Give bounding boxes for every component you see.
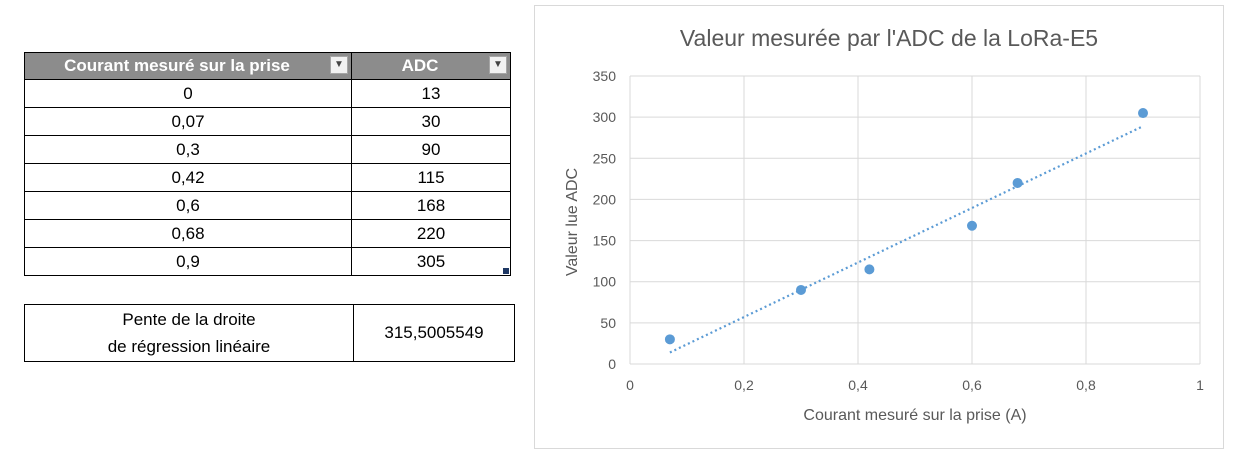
cell-adc[interactable]: 220	[351, 219, 511, 248]
y-tick-label: 150	[593, 233, 617, 249]
cell-courant[interactable]: 0,9	[24, 247, 352, 276]
table-row: 0,68 220	[24, 219, 511, 248]
cell-adc[interactable]: 30	[351, 107, 511, 136]
header-adc-label: ADC	[401, 56, 439, 75]
x-tick-label: 0,6	[962, 377, 982, 393]
header-adc: ADC ▼	[351, 52, 511, 80]
y-tick-label: 350	[593, 68, 617, 84]
cell-courant[interactable]: 0,3	[24, 135, 352, 164]
table-row: 0,42 115	[24, 163, 511, 192]
cell-adc[interactable]: 115	[351, 163, 511, 192]
cell-courant[interactable]: 0,6	[24, 191, 352, 220]
table-resize-handle[interactable]	[503, 268, 509, 274]
measurement-table: Courant mesuré sur la prise ▼ ADC ▼ 0 13 …	[24, 52, 511, 276]
data-point[interactable]	[796, 284, 806, 295]
cell-adc[interactable]: 90	[351, 135, 511, 164]
cell-adc[interactable]: 168	[351, 191, 511, 220]
table-row: 0,3 90	[24, 135, 511, 164]
data-point[interactable]	[1012, 177, 1023, 188]
y-tick-label: 100	[593, 274, 617, 290]
filter-dropdown-icon[interactable]: ▼	[330, 56, 348, 74]
slope-box: Pente de la droite de régression linéair…	[24, 304, 515, 362]
table-row: 0,07 30	[24, 107, 511, 136]
y-tick-label: 300	[593, 109, 617, 125]
y-tick-label: 200	[593, 191, 617, 207]
chart-title: Valeur mesurée par l'ADC de la LoRa-E5	[680, 25, 1098, 51]
gridlines	[629, 75, 1201, 365]
x-tick-label: 0,4	[848, 377, 868, 393]
data-point[interactable]	[1138, 108, 1148, 119]
y-tick-labels: 0 50 100 150 200 250 300 350	[593, 68, 617, 372]
slope-value[interactable]: 315,5005549	[353, 304, 515, 362]
y-tick-label: 250	[593, 150, 617, 166]
data-points	[664, 108, 1148, 345]
data-point[interactable]	[967, 220, 977, 231]
header-courant-label: Courant mesuré sur la prise	[64, 56, 290, 75]
slope-label[interactable]: Pente de la droite de régression linéair…	[24, 304, 354, 362]
data-point[interactable]	[664, 334, 675, 345]
cell-adc[interactable]: 13	[351, 79, 511, 108]
cell-adc[interactable]: 305	[351, 247, 511, 276]
table-row: 0,6 168	[24, 191, 511, 220]
filter-dropdown-icon[interactable]: ▼	[489, 56, 507, 74]
data-point[interactable]	[864, 264, 875, 275]
table-row: 0 13	[24, 79, 511, 108]
header-courant: Courant mesuré sur la prise ▼	[24, 52, 352, 80]
chart-area[interactable]: Valeur mesurée par l'ADC de la LoRa-E5 0…	[534, 5, 1224, 449]
scatter-chart: Valeur mesurée par l'ADC de la LoRa-E5 0…	[564, 25, 1204, 424]
table-header-row: Courant mesuré sur la prise ▼ ADC ▼	[24, 52, 511, 80]
x-tick-label: 0,2	[734, 377, 754, 393]
cell-courant[interactable]: 0,68	[24, 219, 352, 248]
slope-label-line2: de régression linéaire	[107, 337, 271, 356]
slope-label-line1: Pente de la droite	[122, 310, 256, 329]
x-tick-label: 0,8	[1076, 377, 1096, 393]
cell-courant[interactable]: 0	[24, 79, 352, 108]
x-tick-label: 0	[626, 377, 634, 393]
x-tick-label: 1	[1196, 377, 1204, 393]
y-tick-label: 0	[608, 356, 616, 372]
x-axis-label: Courant mesuré sur la prise (A)	[803, 407, 1026, 424]
x-tick-labels: 0 0,2 0,4 0,6 0,8 1	[626, 377, 1204, 393]
table-row: 0,9 305	[24, 247, 511, 276]
cell-courant[interactable]: 0,42	[24, 163, 352, 192]
trendline	[669, 125, 1144, 354]
trendline-group	[669, 125, 1144, 354]
y-axis-label: Valeur lue ADC	[564, 168, 581, 276]
y-tick-label: 50	[600, 315, 616, 331]
cell-courant[interactable]: 0,07	[24, 107, 352, 136]
